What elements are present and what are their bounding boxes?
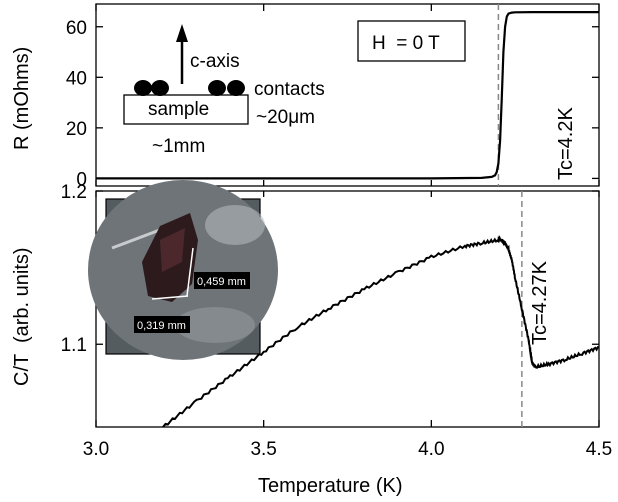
field-box: [357, 20, 466, 62]
width-label: ~1mm: [152, 136, 205, 157]
x-tick-label: 3.5: [250, 439, 276, 460]
sample-schematic: c-axis sample contacts ~20μm ~1mm: [123, 24, 325, 157]
c-axis-arrow-head: [176, 24, 188, 42]
top-y-axis-label: R (mOhms): [11, 47, 33, 150]
y-tick-label: 1.2: [61, 182, 87, 203]
photo-dimension-label: 0,319 mm: [137, 320, 186, 332]
x-axis-label: Temperature (K): [258, 475, 403, 497]
x-tick-label: 4.5: [586, 439, 612, 460]
y-tick-label: 60: [66, 18, 87, 39]
top-tc-label: Tc=4.2K: [555, 107, 577, 180]
top-plot-frame: [95, 3, 600, 187]
x-tick-label: 4.0: [418, 439, 444, 460]
x-axis-ticks: 3.0 3.5 4.0 4.5: [83, 4, 612, 460]
photo-crystal-highlight: [160, 228, 185, 272]
photo-dimension-tag: [194, 272, 250, 289]
photo-lens-glare: [205, 205, 265, 245]
photo-dimension-line: [151, 295, 189, 300]
bottom-heat-capacity-curve: [162, 235, 600, 428]
contacts-label: contacts: [254, 79, 325, 100]
y-tick-label: 20: [66, 119, 87, 140]
bottom-tc-label: Tc=4.27K: [529, 260, 551, 345]
photo-dimension-tag: [134, 316, 190, 333]
y-tick-label: 40: [66, 68, 87, 89]
x-tick-label: 3.0: [83, 439, 109, 460]
top-panel: 0 20 40 60 H = 0 T Tc=4.2K c-axis sample co…: [66, 3, 600, 190]
photo-dimension-label: 0,459 mm: [197, 276, 246, 288]
bottom-y-axis-ticks: 1.1 1.2: [61, 182, 599, 356]
contact-dot: [134, 80, 152, 96]
bottom-plot-frame: [95, 190, 600, 428]
sample-photo-inset: 0,459 mm 0,319 mm: [88, 180, 278, 360]
contact-dot: [208, 80, 226, 96]
contact-dot: [151, 80, 169, 96]
field-box-label: H = 0 T: [372, 33, 440, 54]
sample-box: [123, 94, 249, 125]
top-y-axis-ticks: 0 20 40 60: [66, 18, 599, 190]
photo-lens-glare: [175, 307, 255, 343]
bottom-y-axis-label: C/T (arb. units): [11, 247, 33, 386]
bottom-panel: 1.1 1.2 3.0 3.5 4.0 4.5 Tc=4.27K 0,459 mm 0,…: [61, 4, 612, 460]
contact-dot: [227, 80, 245, 96]
y-tick-label: 1.1: [61, 335, 87, 356]
sample-label: sample: [148, 99, 209, 120]
photo-dimension-line: [186, 247, 194, 297]
thickness-label: ~20μm: [256, 107, 315, 128]
photo-needle: [111, 226, 166, 250]
top-resistance-curve: [96, 11, 599, 180]
c-axis-label: c-axis: [190, 51, 240, 72]
y-tick-label: 0: [76, 169, 87, 190]
